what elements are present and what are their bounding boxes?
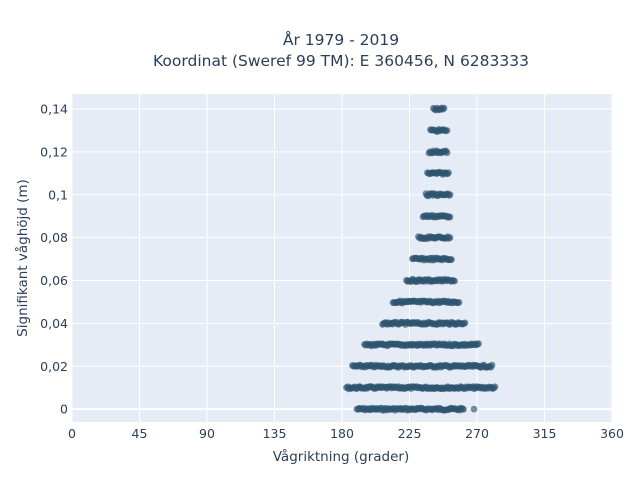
y-tick-label: 0,1 [48, 187, 68, 202]
x-tick-label: 90 [199, 426, 215, 441]
data-point [440, 104, 448, 112]
y-tick-label: 0,06 [40, 273, 68, 288]
y-tick-label: 0,12 [40, 144, 68, 159]
data-point [455, 299, 463, 306]
x-tick-label: 360 [600, 426, 624, 441]
x-tick-label: 315 [533, 426, 557, 441]
data-point [446, 234, 454, 242]
data-point [475, 340, 482, 348]
x-tick-label: 180 [330, 426, 354, 441]
x-tick-label: 135 [263, 426, 287, 441]
x-tick-label: 270 [465, 426, 489, 441]
y-axis-label: Signifikant våghöjd (m) [14, 179, 31, 337]
data-point [470, 405, 478, 413]
data-point [491, 383, 499, 391]
data-points [343, 104, 499, 414]
x-tick-label: 45 [132, 426, 148, 441]
grid-lines [71, 94, 613, 422]
data-point [445, 169, 452, 177]
data-point [488, 361, 496, 369]
data-point [443, 127, 451, 134]
chart-title-line-1: År 1979 - 2019 [283, 30, 399, 49]
y-axis-ticks: 0 0,02 0,04 0,06 0,08 0,1 0,12 0,14 [40, 102, 68, 417]
y-tick-label: 0,04 [40, 316, 68, 331]
chart-title-line-2: Koordinat (Sweref 99 TM): E 360456, N 62… [153, 52, 529, 70]
y-tick-label: 0,08 [40, 230, 68, 245]
data-point [451, 277, 458, 285]
data-point [460, 405, 467, 413]
data-point [443, 149, 451, 157]
x-axis-label: Vågriktning (grader) [273, 448, 410, 465]
y-tick-label: 0,14 [40, 102, 68, 117]
y-tick-label: 0,02 [40, 359, 68, 374]
data-point [446, 213, 454, 221]
x-tick-label: 0 [68, 426, 76, 441]
x-tick-label: 225 [398, 426, 422, 441]
data-point [448, 256, 455, 263]
data-point [446, 191, 454, 199]
x-axis-ticks: 0 45 90 135 180 225 270 315 360 [68, 426, 624, 441]
data-point [461, 319, 469, 327]
y-tick-label: 0 [60, 402, 68, 417]
